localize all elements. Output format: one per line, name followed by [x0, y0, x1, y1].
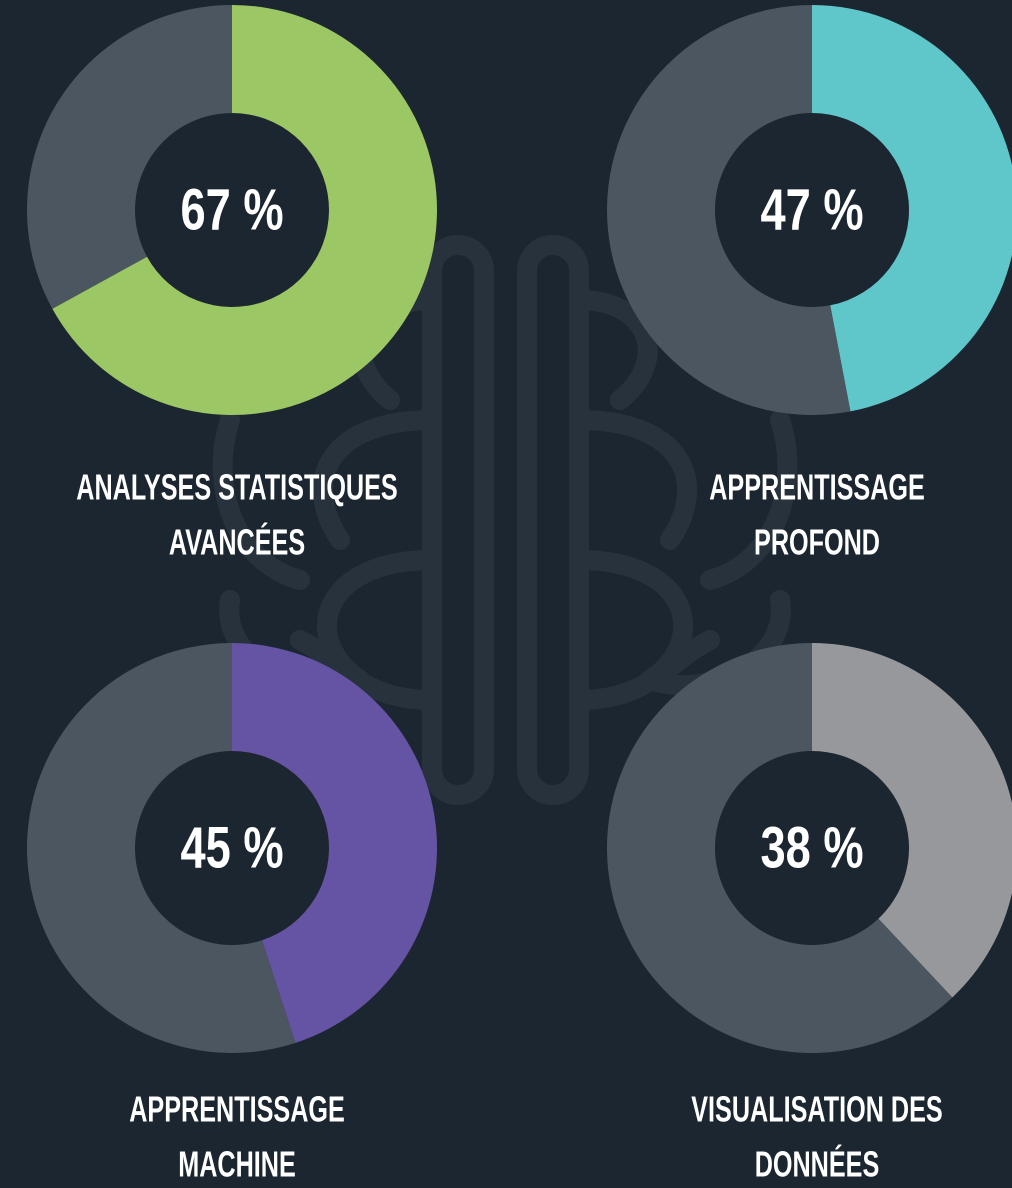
value-label: 47 %	[760, 178, 863, 243]
chart-title: DONNÉES	[755, 1144, 880, 1185]
donut-segment	[232, 643, 437, 1043]
value-label: 45 %	[180, 816, 283, 881]
chart-title: VISUALISATION DES	[691, 1089, 942, 1130]
donut-segment	[607, 5, 851, 415]
chart-title: APPRENTISSAGE	[709, 467, 925, 508]
brain-fold	[569, 290, 720, 710]
chart-title: PROFOND	[754, 522, 880, 563]
chart-title: ANALYSES STATISTIQUES	[76, 467, 397, 508]
donut-segment	[812, 643, 1012, 998]
donut-segment	[52, 5, 438, 415]
value-label: 38 %	[760, 816, 863, 881]
chart-title: MACHINE	[178, 1144, 296, 1185]
donut-segment	[26, 643, 296, 1053]
donut-segment	[607, 643, 953, 1054]
donut-segment	[27, 5, 233, 309]
brain-half	[422, 235, 494, 805]
donut-segment	[812, 5, 1012, 412]
value-label: 67 %	[180, 178, 283, 243]
chart-title: APPRENTISSAGE	[129, 1089, 345, 1130]
brain-half	[517, 235, 589, 805]
chart-title: AVANCÉES	[169, 522, 305, 563]
